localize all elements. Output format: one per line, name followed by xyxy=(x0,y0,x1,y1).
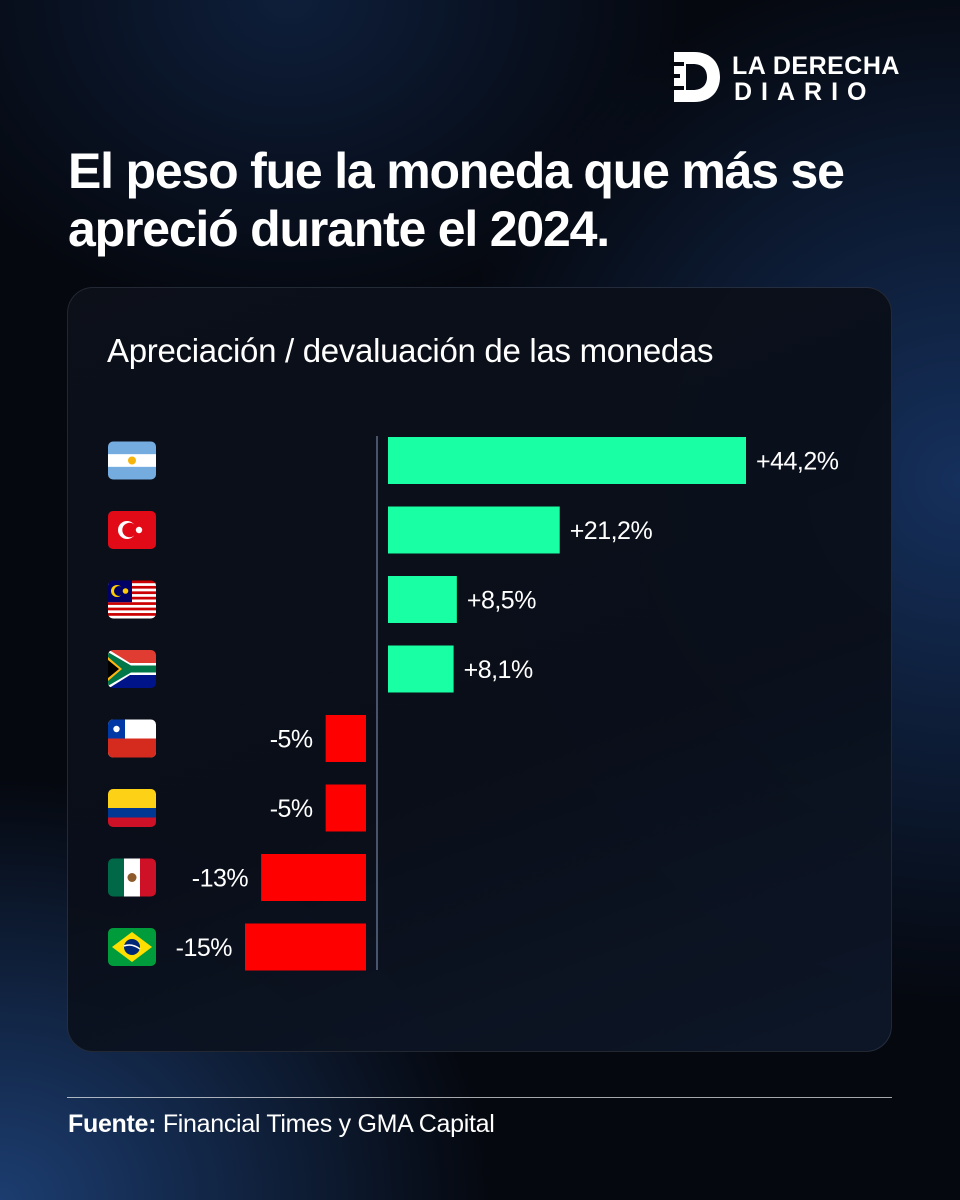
chile-flag-icon xyxy=(108,719,156,758)
argentina-flag-icon xyxy=(108,441,156,480)
source-note: Fuente: Financial Times y GMA Capital xyxy=(68,1110,495,1139)
chart-card xyxy=(67,287,892,1052)
bar-row: +21,2% xyxy=(108,506,653,554)
bar-negative xyxy=(325,715,366,762)
brand-d-icon xyxy=(670,52,720,102)
colombia-flag-icon xyxy=(108,789,156,827)
bar-value-label: +44,2% xyxy=(756,448,839,476)
bar-value-label: +8,1% xyxy=(464,656,533,684)
brand-logo: LA DERECHA DIARIO xyxy=(670,48,899,108)
bar-negative xyxy=(245,923,366,971)
mexico-flag-icon xyxy=(108,858,156,897)
bar-row: -5% xyxy=(108,715,366,762)
bar-value-label: -5% xyxy=(270,726,313,754)
brazil-flag-icon xyxy=(108,928,156,966)
bar-negative xyxy=(325,784,366,832)
bar-negative xyxy=(261,854,366,901)
bar-positive xyxy=(388,576,457,623)
bar-value-label: +21,2% xyxy=(570,517,653,545)
south-africa-flag-icon xyxy=(108,650,156,688)
bar-value-label: -15% xyxy=(176,934,233,962)
source-divider xyxy=(67,1097,892,1098)
chart-title: Apreciación / devaluación de las monedas xyxy=(107,332,714,369)
bar-positive xyxy=(388,506,560,554)
turkey-flag-icon xyxy=(108,511,156,549)
bar-row: +8,5% xyxy=(108,576,537,623)
bar-row: +8,1% xyxy=(108,645,533,693)
bar-row: -5% xyxy=(108,784,366,832)
bar-value-label: -13% xyxy=(192,865,249,893)
source-label: Fuente: xyxy=(68,1110,157,1138)
bar-row: -13% xyxy=(108,854,366,901)
bar-value-label: +8,5% xyxy=(467,587,536,615)
bar-value-label: -5% xyxy=(270,795,313,823)
malaysia-flag-icon xyxy=(108,580,156,619)
bar-positive xyxy=(388,437,746,484)
brand-name-line1: LA DERECHA xyxy=(732,52,900,80)
bar-row: -15% xyxy=(108,923,366,971)
bar-positive xyxy=(388,645,454,693)
source-text: Financial Times y GMA Capital xyxy=(156,1110,495,1138)
brand-name-line2: DIARIO xyxy=(734,78,876,106)
headline: El peso fue la moneda que más se apreció… xyxy=(68,143,845,257)
bar-row: +44,2% xyxy=(108,437,839,484)
